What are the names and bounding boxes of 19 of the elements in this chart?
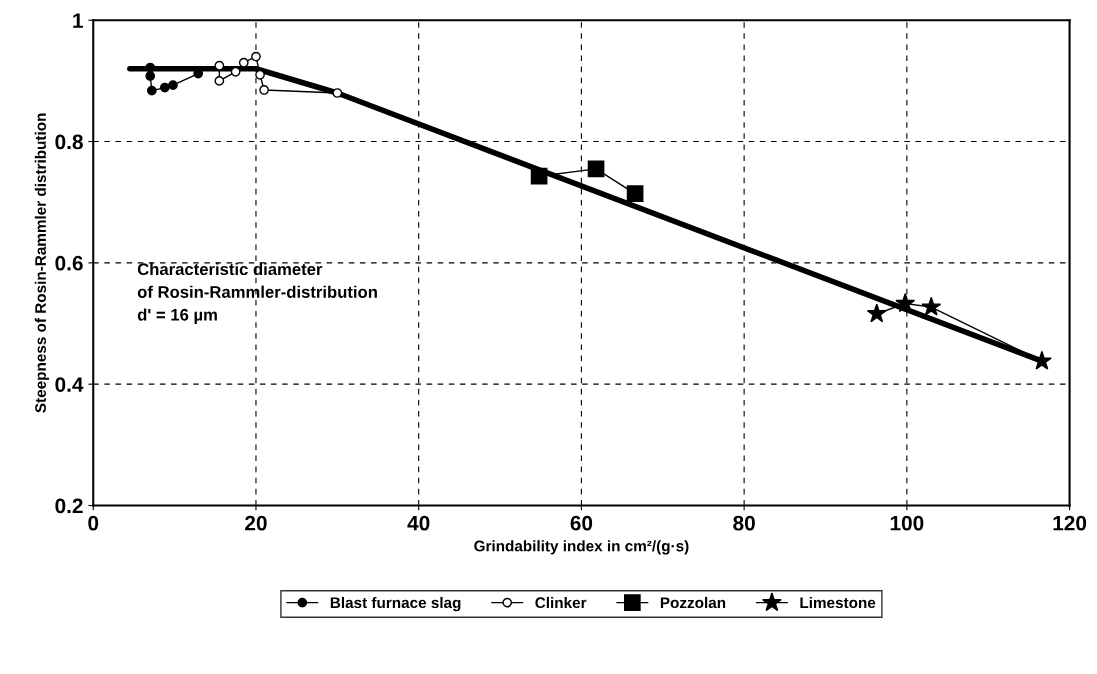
y-tick-label: 0.6 [55, 255, 83, 271]
y-tick-label: 0.4 [55, 377, 84, 392]
legend-label: Limestone [800, 596, 876, 609]
x-axis-title: Grindability index in cm²/(g·s) [474, 540, 689, 555]
legend-label: Blast furnace slag [330, 596, 461, 612]
legend-label: Pozzolan [660, 596, 726, 609]
x-tick-label: 0 [88, 515, 99, 531]
x-tick-label: 20 [245, 515, 267, 531]
y-tick-label: 0.8 [55, 134, 83, 150]
annotation: Characteristic diameter of Rosin-Rammler-distribution d' = 16 µm [137, 262, 377, 324]
x-tick-label: 60 [570, 515, 593, 531]
y-tick-label: 1 [73, 13, 83, 28]
y-axis-title: Steepness of Rosin-Rammler distribution [34, 113, 50, 413]
x-tick-label: 40 [407, 515, 430, 531]
x-tick-label: 100 [890, 515, 924, 531]
y-tick-label: 0.2 [55, 498, 83, 514]
x-tick-label: 80 [733, 515, 755, 531]
legend-label: Clinker [535, 596, 587, 609]
x-tick-label: 120 [1053, 515, 1087, 531]
